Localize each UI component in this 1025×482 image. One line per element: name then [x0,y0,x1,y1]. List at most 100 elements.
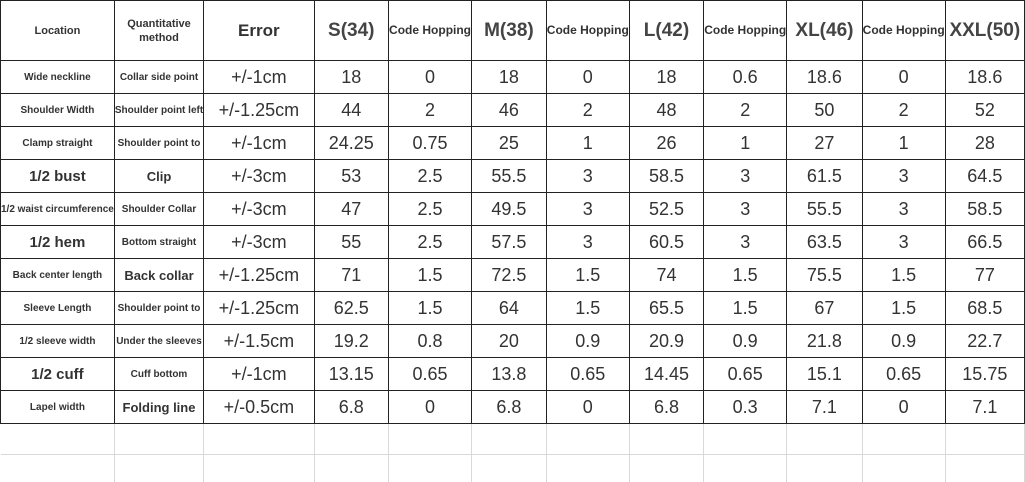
empty-cell [787,455,862,482]
value-hop: 0.9 [862,325,945,358]
empty-cell [472,455,547,482]
row-method: Back collar [114,259,203,292]
row-error: +/-1cm [204,358,314,391]
value-hop: 0 [546,61,629,94]
value-m: 72.5 [472,259,547,292]
value-hop: 1.5 [546,259,629,292]
value-xxl: 15.75 [945,358,1024,391]
value-s: 55 [314,226,389,259]
value-hop: 1.5 [704,292,787,325]
value-s: 6.8 [314,391,389,424]
value-l: 52.5 [629,193,703,226]
row-method: Shoulder Collar [114,193,203,226]
value-hop: 3 [862,193,945,226]
value-hop: 3 [704,160,787,193]
value-hop: 1.5 [862,292,945,325]
value-m: 25 [472,127,547,160]
row-method: Folding line [114,391,203,424]
value-hop: 1.5 [546,292,629,325]
empty-cell [314,455,389,482]
header-location: Location [1,1,115,61]
row-error: +/-1.25cm [204,259,314,292]
empty-cell [629,424,703,455]
value-xxl: 64.5 [945,160,1024,193]
value-hop: 0.8 [389,325,472,358]
value-m: 13.8 [472,358,547,391]
value-hop: 1 [704,127,787,160]
value-xl: 21.8 [787,325,862,358]
row-method: Collar side point [114,61,203,94]
row-method: Cuff bottom [114,358,203,391]
row-method: Shoulder point left [114,94,203,127]
value-s: 18 [314,61,389,94]
value-hop: 2.5 [389,193,472,226]
value-hop: 0 [389,391,472,424]
value-m: 18 [472,61,547,94]
header-code-hopping: Code Hopping [704,1,787,61]
value-hop: 0.65 [704,358,787,391]
value-hop: 1.5 [389,292,472,325]
value-hop: 1 [862,127,945,160]
row-method: Clip [114,160,203,193]
value-xxl: 28 [945,127,1024,160]
empty-cell [472,424,547,455]
value-hop: 0 [862,61,945,94]
row-location: Wide neckline [1,61,115,94]
value-l: 74 [629,259,703,292]
empty-cell [862,455,945,482]
row-location: Shoulder Width [1,94,115,127]
row-error: +/-1.25cm [204,94,314,127]
value-xl: 18.6 [787,61,862,94]
empty-cell [114,455,203,482]
value-hop: 0.6 [704,61,787,94]
value-xl: 75.5 [787,259,862,292]
value-xl: 63.5 [787,226,862,259]
value-s: 47 [314,193,389,226]
row-location: Sleeve Length [1,292,115,325]
value-hop: 0.65 [862,358,945,391]
value-hop: 3 [862,226,945,259]
header-row: Location Quantitative method Error S(34)… [1,1,1025,61]
empty-cell [704,424,787,455]
value-l: 6.8 [629,391,703,424]
header-size-xxl: XXL(50) [945,1,1024,61]
empty-cell [546,424,629,455]
value-hop: 2 [704,94,787,127]
value-hop: 2 [389,94,472,127]
empty-cell [787,424,862,455]
value-xxl: 68.5 [945,292,1024,325]
empty-grid-row [1,455,1025,482]
row-method: Shoulder point to [114,127,203,160]
row-location: 1/2 waist circumference [1,193,115,226]
value-xl: 15.1 [787,358,862,391]
value-hop: 0 [862,391,945,424]
value-l: 14.45 [629,358,703,391]
value-s: 44 [314,94,389,127]
value-s: 53 [314,160,389,193]
empty-cell [204,424,314,455]
header-code-hopping: Code Hopping [389,1,472,61]
value-m: 6.8 [472,391,547,424]
row-location: 1/2 cuff [1,358,115,391]
header-method: Quantitative method [114,1,203,61]
header-code-hopping: Code Hopping [862,1,945,61]
value-xl: 7.1 [787,391,862,424]
empty-cell [704,455,787,482]
value-hop: 2 [862,94,945,127]
value-hop: 0.65 [546,358,629,391]
value-m: 46 [472,94,547,127]
empty-cell [314,424,389,455]
value-m: 64 [472,292,547,325]
value-s: 24.25 [314,127,389,160]
value-hop: 0.75 [389,127,472,160]
row-location: 1/2 sleeve width [1,325,115,358]
value-xxl: 77 [945,259,1024,292]
row-error: +/-1cm [204,127,314,160]
value-hop: 2 [546,94,629,127]
